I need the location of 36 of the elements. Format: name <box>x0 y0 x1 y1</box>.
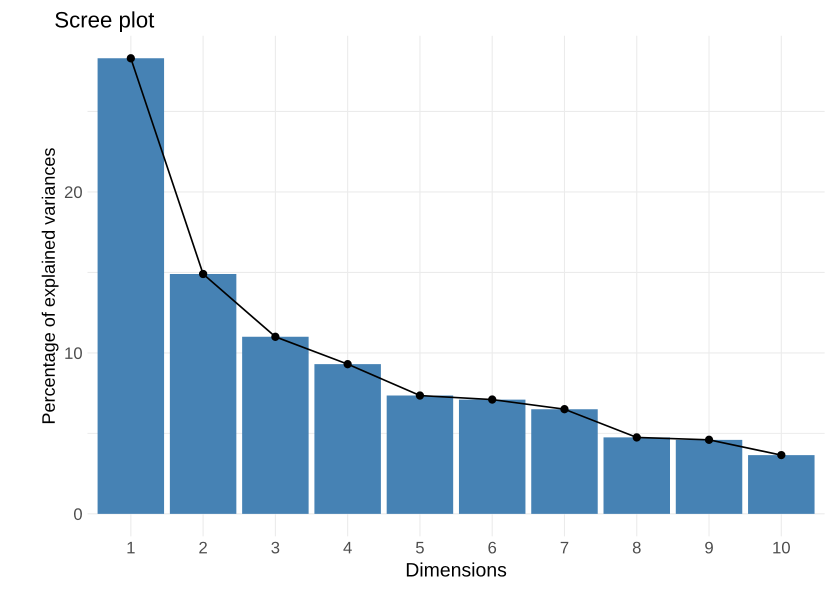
y-tick-label: 20 <box>64 186 82 198</box>
point <box>560 405 569 414</box>
bar <box>314 364 381 514</box>
point <box>126 54 135 62</box>
x-tick-label: 3 <box>271 542 280 554</box>
point <box>704 436 714 444</box>
bar <box>98 58 164 514</box>
y-tick-label: 0 <box>74 508 82 520</box>
bar <box>242 336 309 514</box>
x-tick-label: 10 <box>773 542 790 554</box>
y-tick-label: 10 <box>65 347 82 360</box>
bar <box>531 409 598 514</box>
point <box>198 270 208 278</box>
bar <box>386 396 454 514</box>
bar <box>458 400 526 514</box>
point <box>343 360 352 368</box>
point <box>271 332 280 341</box>
chart-title: Scree plot <box>55 11 154 32</box>
x-tick-label: 1 <box>127 542 135 554</box>
x-tick-label: 9 <box>705 542 713 554</box>
bar <box>170 274 236 514</box>
point <box>488 395 496 404</box>
x-tick-label: 2 <box>199 542 207 554</box>
bar <box>676 440 742 514</box>
x-tick-label: 5 <box>416 542 424 554</box>
x-axis-title: Dimensions <box>406 562 506 577</box>
point <box>777 450 786 460</box>
point <box>632 433 641 442</box>
y-axis-title: Percentage of explained variances <box>42 148 59 424</box>
x-tick-label: 4 <box>343 542 352 554</box>
x-tick-label: 6 <box>488 542 496 554</box>
x-tick-label: 7 <box>560 542 568 554</box>
bar <box>604 437 670 514</box>
bar <box>748 455 815 514</box>
point <box>416 391 424 400</box>
x-tick-label: 8 <box>632 542 641 554</box>
